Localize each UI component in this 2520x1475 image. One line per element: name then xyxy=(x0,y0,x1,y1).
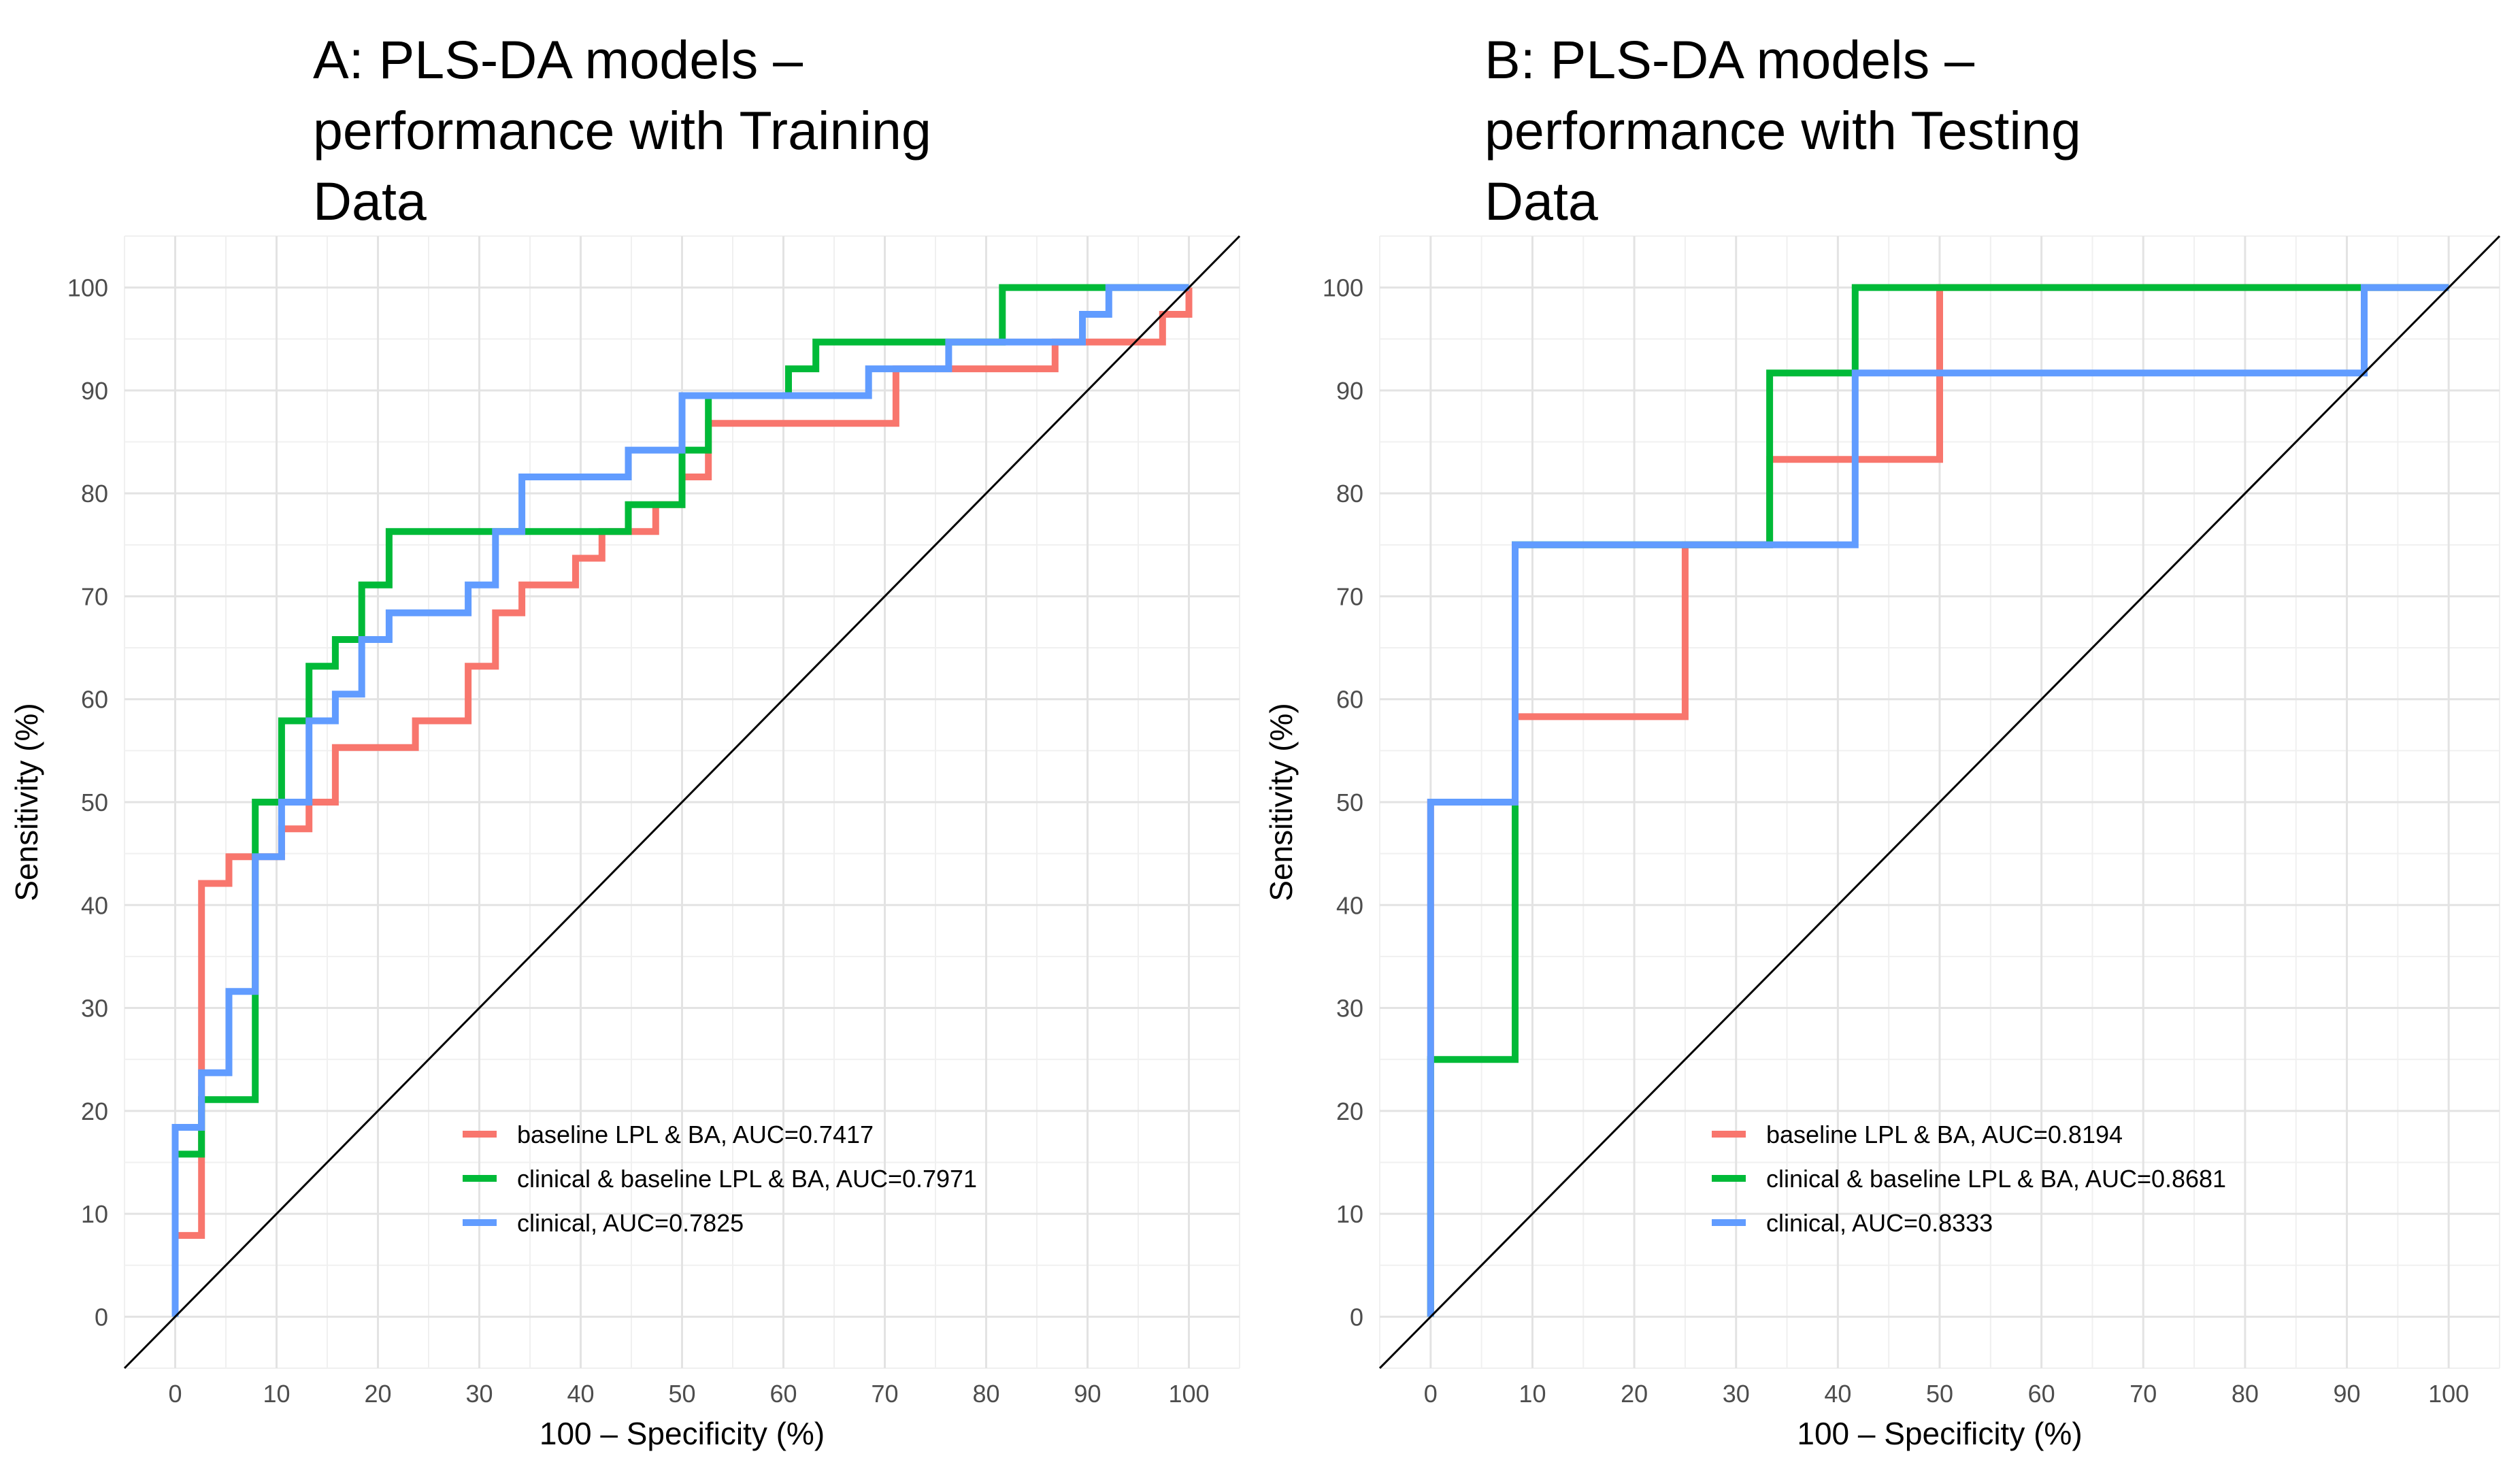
panel-a-legend-label: clinical & baseline LPL & BA, AUC=0.7971 xyxy=(517,1165,977,1193)
panel-a-title: A: PLS-DA models – performance with Trai… xyxy=(313,24,931,237)
panel-b-y-tick-label: 10 xyxy=(1336,1200,1363,1228)
panel-a-title-line-3: Data xyxy=(313,171,427,231)
panel-b-y-tick-label: 90 xyxy=(1336,377,1363,405)
panel-b-title-line-1: B: PLS-DA models – xyxy=(1485,29,1975,90)
panel-a-y-tick-label: 60 xyxy=(81,686,108,714)
panel-a-y-tick-label: 0 xyxy=(95,1303,108,1331)
panel-b-y-tick-label: 30 xyxy=(1336,995,1363,1023)
panel-a-y-tick-label: 30 xyxy=(81,995,108,1023)
panel-b-y-tick-label: 0 xyxy=(1350,1303,1363,1331)
panel-b-x-tick-label: 100 xyxy=(2428,1380,2469,1408)
panel-b-title: B: PLS-DA models – performance with Test… xyxy=(1485,24,2081,237)
panel-b-y-tick-label: 40 xyxy=(1336,891,1363,919)
panel-b-roc-series-line xyxy=(1427,284,2449,1317)
panel-a-x-tick-label: 100 xyxy=(1168,1380,1209,1408)
panel-b-x-tick-label: 80 xyxy=(2232,1380,2259,1408)
panel-a-x-tick-label: 0 xyxy=(168,1380,182,1408)
panel-b-title-line-3: Data xyxy=(1485,171,1598,231)
panel-a-x-tick-label: 30 xyxy=(465,1380,493,1408)
panel-b-y-tick-label: 70 xyxy=(1336,582,1363,610)
panel-b-y-axis-title: Sensitivity (%) xyxy=(1263,703,1299,901)
panel-a-y-tick-label: 80 xyxy=(81,480,108,508)
panel-a-title-line-1: A: PLS-DA models – xyxy=(313,29,803,90)
panel-a-y-tick-label: 20 xyxy=(81,1097,108,1125)
panel-b-legend-label: baseline LPL & BA, AUC=0.8194 xyxy=(1766,1121,2123,1148)
panel-b-x-axis-title: 100 – Specificity (%) xyxy=(1797,1416,2082,1451)
panel-b-title-line-2: performance with Testing xyxy=(1485,100,2081,161)
panel-b: B: PLS-DA models – performance with Test… xyxy=(1260,0,2520,1475)
panel-b-y-tick-label: 100 xyxy=(1323,274,1363,302)
panel-a-y-tick-label: 90 xyxy=(81,377,108,405)
panel-a-legend-label: clinical, AUC=0.7825 xyxy=(517,1209,744,1237)
panel-b-x-tick-label: 90 xyxy=(2334,1380,2361,1408)
panel-b-x-tick-label: 40 xyxy=(1824,1380,1851,1408)
panel-b-x-tick-label: 70 xyxy=(2129,1380,2157,1408)
panel-a-x-tick-label: 20 xyxy=(364,1380,391,1408)
panel-a-y-tick-label: 50 xyxy=(81,789,108,816)
panel-a-diagonal-reference-line xyxy=(123,235,1241,1370)
panel-a-y-tick-label: 10 xyxy=(81,1200,108,1228)
panel-b-x-tick-label: 50 xyxy=(1926,1380,1953,1408)
panel-b-roc-chart: 0 10 20 30 40 50 60 70 80 90 100 0 10 20 30 40 50 60 70 80 9… xyxy=(1263,235,2501,1451)
panel-a: A: PLS-DA models – performance with Trai… xyxy=(9,24,1241,1451)
panel-a-x-axis-title: 100 – Specificity (%) xyxy=(540,1416,825,1451)
panel-a-title-line-2: performance with Training xyxy=(313,100,931,161)
panel-a-y-tick-label: 70 xyxy=(81,582,108,610)
panel-b-y-tick-label: 50 xyxy=(1336,789,1363,816)
panel-a-x-tick-label: 40 xyxy=(567,1380,594,1408)
panel-a-y-axis-title: Sensitivity (%) xyxy=(9,703,44,901)
panel-b-y-tick-label: 80 xyxy=(1336,480,1363,508)
panel-a-legend-label: baseline LPL & BA, AUC=0.7417 xyxy=(517,1121,874,1148)
panel-b-x-tick-label: 60 xyxy=(2028,1380,2055,1408)
panel-b-diagonal-reference-line xyxy=(1378,235,2501,1370)
panel-a-x-tick-label: 80 xyxy=(972,1380,999,1408)
panel-b-x-tick-label: 0 xyxy=(1424,1380,1438,1408)
panel-b-x-tick-label: 20 xyxy=(1621,1380,1648,1408)
panel-b-roc-series-line xyxy=(1427,284,2449,1317)
panel-b-legend-label: clinical & baseline LPL & BA, AUC=0.8681 xyxy=(1766,1165,2226,1193)
panel-a-x-tick-label: 10 xyxy=(263,1380,290,1408)
panel-b-y-tick-label: 20 xyxy=(1336,1097,1363,1125)
panel-a-x-tick-label: 70 xyxy=(871,1380,898,1408)
panel-b-legend-label: clinical, AUC=0.8333 xyxy=(1766,1209,1993,1237)
panel-a-x-tick-label: 60 xyxy=(769,1380,797,1408)
panel-a-x-tick-label: 50 xyxy=(668,1380,695,1408)
panel-a-roc-series-line xyxy=(171,284,1189,1317)
panel-a-y-tick-label: 100 xyxy=(67,274,108,302)
panel-b-x-tick-label: 30 xyxy=(1723,1380,1750,1408)
panel-a-y-tick-label: 40 xyxy=(81,891,108,919)
panel-a-x-tick-label: 90 xyxy=(1074,1380,1101,1408)
panel-b-x-tick-label: 10 xyxy=(1519,1380,1546,1408)
panel-a-roc-series-line xyxy=(171,284,1189,1317)
panel-b-y-tick-label: 60 xyxy=(1336,686,1363,714)
panel-a-roc-chart: 0 10 20 30 40 50 60 70 80 90 100 0 10 20 30 40 50 60 70 80 9… xyxy=(9,235,1241,1451)
